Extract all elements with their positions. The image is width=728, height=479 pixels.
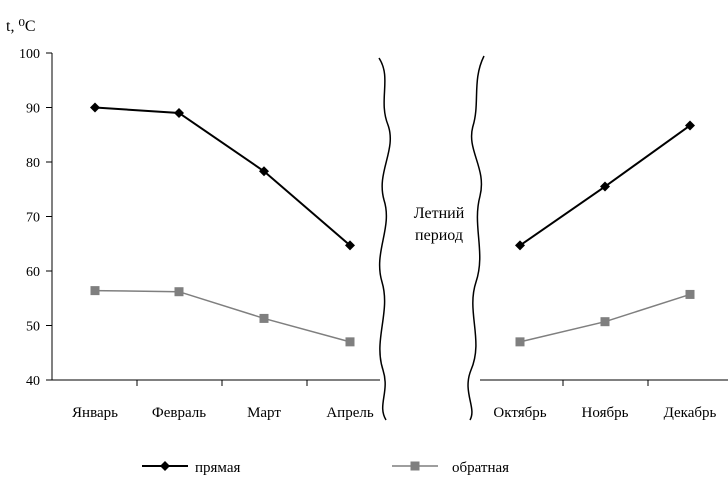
x-tick-label: Декабрь <box>664 405 717 421</box>
data-point-marker <box>174 107 184 118</box>
y-axis-label: t, ⁰C <box>6 18 36 35</box>
data-point-marker <box>90 102 100 113</box>
legend-label: обратная <box>452 460 509 476</box>
y-tick-label: 70 <box>26 211 40 226</box>
data-point-marker <box>345 240 355 251</box>
series-line-pryamaya <box>94 106 351 247</box>
data-point-marker <box>410 461 420 471</box>
y-tick-label: 50 <box>26 320 40 335</box>
data-point-marker <box>600 181 610 192</box>
x-tick-label: Октябрь <box>493 405 546 421</box>
x-tick-label: Апрель <box>326 405 374 421</box>
axis-break-mask <box>382 40 474 440</box>
data-point-marker <box>174 287 184 297</box>
data-point-marker <box>259 313 269 323</box>
summer-period-annotation: Летний <box>414 205 465 222</box>
data-point-marker <box>685 120 695 131</box>
axis-break-line-left <box>378 57 392 421</box>
x-tick-label: Февраль <box>152 405 206 421</box>
y-tick-label: 80 <box>26 156 40 171</box>
data-point-marker <box>515 240 525 251</box>
axis-break-line-right <box>467 55 485 421</box>
data-point-marker <box>515 337 525 347</box>
data-point-marker <box>345 337 355 347</box>
y-tick-label: 40 <box>26 374 40 389</box>
data-point-marker <box>259 166 269 177</box>
series-line-obratnaya <box>94 289 351 343</box>
x-tick-label: Март <box>247 405 281 421</box>
y-tick-label: 90 <box>26 102 40 117</box>
data-point-marker <box>160 461 170 471</box>
y-tick-label: 100 <box>19 47 40 62</box>
x-tick-label: Январь <box>72 405 118 421</box>
summer-period-annotation: период <box>415 227 463 244</box>
y-tick-label: 60 <box>26 265 40 280</box>
legend-label: прямая <box>195 460 240 476</box>
data-point-marker <box>600 317 610 327</box>
x-tick-label: Ноябрь <box>582 405 629 421</box>
data-point-marker <box>90 286 100 296</box>
data-point-marker <box>685 289 695 299</box>
